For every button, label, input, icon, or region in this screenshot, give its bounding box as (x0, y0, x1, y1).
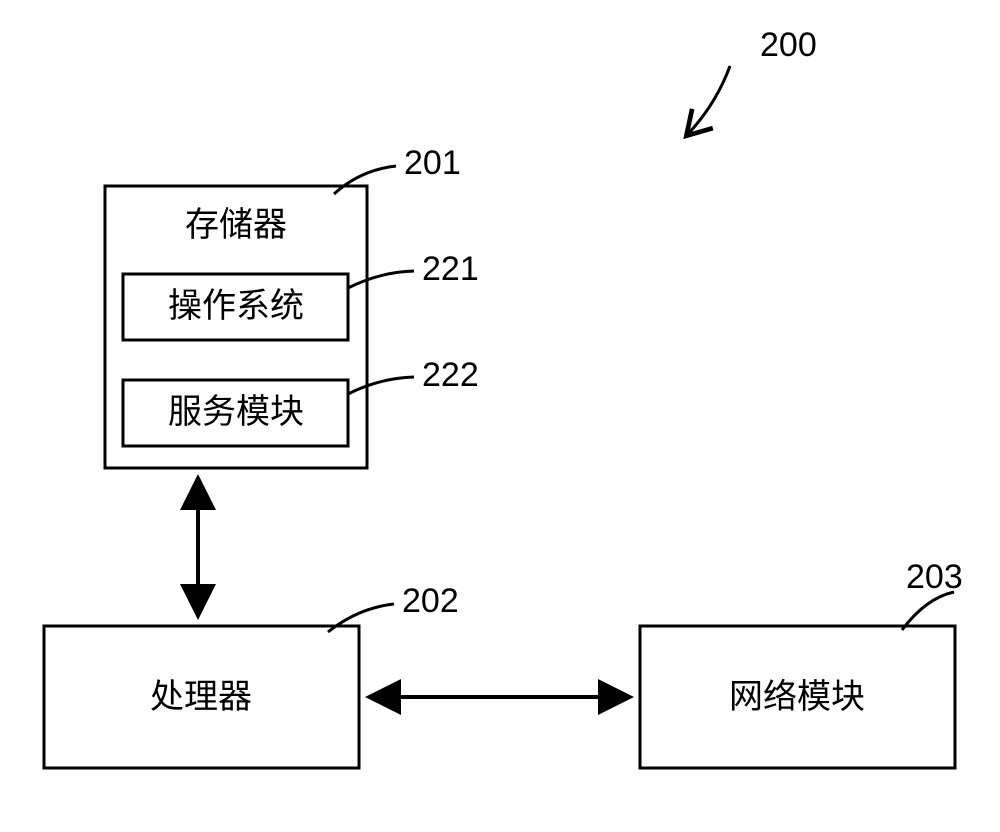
processor-block: 处理器 202 (44, 582, 459, 768)
os-label: 操作系统 (168, 287, 304, 325)
network-label: 网络模块 (729, 678, 865, 716)
overall-ref-arrow (688, 66, 730, 134)
overall-ref-annotation: 200 (688, 26, 817, 134)
service-label: 服务模块 (168, 393, 304, 431)
network-block: 网络模块 203 (640, 558, 963, 768)
memory-label: 存储器 (185, 206, 287, 244)
service-ref: 222 (422, 356, 479, 394)
network-leader (902, 592, 954, 630)
os-ref: 221 (422, 250, 479, 288)
memory-ref: 201 (404, 144, 461, 182)
processor-label: 处理器 (150, 679, 252, 716)
network-ref: 203 (906, 558, 963, 596)
processor-ref: 202 (402, 582, 459, 620)
diagram-canvas: 200 存储器 201 操作系统 221 服务模块 222 处理器 202 网络… (0, 0, 1000, 832)
overall-ref-text: 200 (760, 26, 817, 64)
